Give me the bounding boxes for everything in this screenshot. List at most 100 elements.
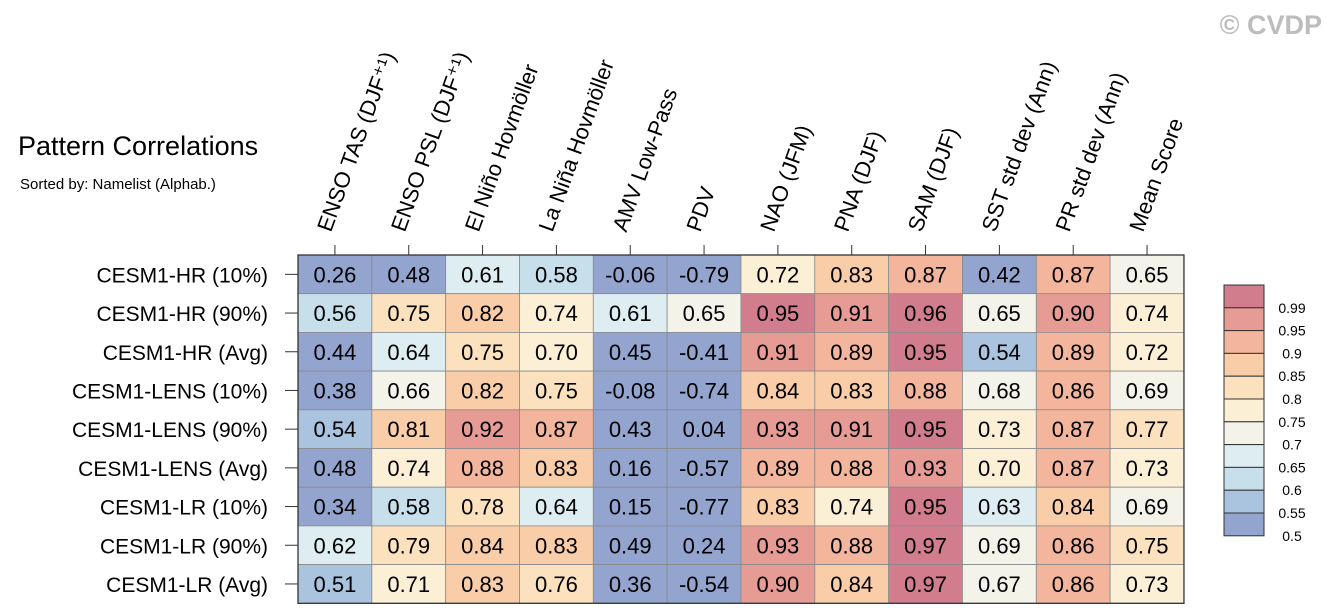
heatmap-cell (962, 564, 1037, 604)
colorbar-label: 0.9 (1282, 345, 1302, 361)
cell-value: 0.84 (461, 533, 504, 558)
cell-value: 0.64 (535, 495, 578, 520)
heatmap-cell (297, 486, 373, 527)
colorbar-swatch (1223, 512, 1265, 537)
cell-value: 0.38 (314, 378, 357, 403)
cell-value: 0.51 (314, 572, 357, 597)
cell-value: 0.78 (461, 495, 504, 520)
column-header: PNA (DJF) (829, 127, 888, 234)
heatmap-cell (297, 370, 373, 411)
cell-value: 0.90 (1052, 301, 1095, 326)
column-header: ENSO PSL (DJF⁺¹) (386, 48, 474, 234)
heatmap-cell (962, 486, 1037, 527)
cell-value: 0.74 (387, 456, 430, 481)
cell-value: 0.96 (904, 301, 947, 326)
cell-value: 0.82 (461, 301, 504, 326)
column-header: Mean Score (1124, 115, 1188, 235)
cell-value: 0.75 (387, 301, 430, 326)
heatmap-cell (740, 564, 816, 604)
heatmap-cell (814, 525, 890, 566)
cell-value: 0.04 (683, 417, 726, 442)
heatmap-cell (888, 486, 963, 527)
heatmap-cell (888, 525, 963, 566)
colorbar-swatch (1223, 330, 1265, 354)
cell-value: 0.48 (314, 456, 357, 481)
cell-value: 0.82 (461, 378, 504, 403)
heatmap-cell (888, 564, 963, 604)
cell-value: 0.49 (609, 533, 652, 558)
column-header: PDV (681, 183, 720, 234)
heatmap-cell (814, 409, 890, 449)
cell-value: 0.95 (756, 301, 799, 326)
row-label: CESM1-LENS (90%) (72, 419, 268, 442)
colorbar-swatch (1223, 444, 1265, 468)
cell-value: -0.06 (605, 262, 655, 287)
heatmap-cell (592, 331, 668, 372)
chart-subtitle: Sorted by: Namelist (Alphab.) (20, 176, 216, 193)
colorbar-label: 0.6 (1282, 482, 1302, 498)
cell-value: 0.72 (1126, 340, 1169, 365)
cell-value: 0.87 (1052, 417, 1095, 442)
cell-value: 0.74 (830, 495, 873, 520)
heatmap-cell (445, 525, 520, 566)
cell-value: 0.64 (387, 340, 430, 365)
cell-value: 0.69 (978, 533, 1021, 558)
cell-value: 0.44 (314, 340, 357, 365)
cell-value: 0.68 (978, 378, 1021, 403)
cell-value: 0.73 (978, 417, 1021, 442)
colorbar-swatch (1223, 398, 1265, 423)
cell-value: 0.90 (756, 572, 799, 597)
cell-value: 0.61 (461, 262, 504, 287)
cell-value: 0.93 (904, 456, 947, 481)
colorbar-label: 0.85 (1278, 368, 1305, 384)
heatmap-cell (519, 370, 594, 411)
heatmap-cell (740, 331, 816, 372)
cell-value: 0.69 (1126, 495, 1169, 520)
colorbar-swatch (1223, 421, 1265, 446)
heatmap-cell (962, 370, 1037, 411)
colorbar-swatch (1223, 284, 1265, 309)
heatmap-cell (297, 448, 373, 488)
cell-value: 0.83 (830, 378, 873, 403)
colorbar-swatch (1223, 375, 1265, 400)
heatmap-cell (666, 331, 742, 372)
heatmap-cell (740, 409, 816, 449)
heatmap-cell (1109, 370, 1185, 411)
heatmap-cell (1035, 331, 1111, 372)
heatmap-cell (371, 486, 447, 527)
colorbar-label: 0.65 (1278, 459, 1305, 475)
heatmap-cell (445, 564, 520, 604)
heatmap-cell (1035, 525, 1111, 566)
heatmap-cell (519, 448, 594, 488)
column-header: AMV Low-Pass (607, 85, 682, 235)
cell-value: 0.97 (904, 572, 947, 597)
cell-value: 0.88 (830, 533, 873, 558)
cell-value: 0.88 (904, 378, 947, 403)
heatmap-cell (888, 254, 963, 295)
heatmap-cell (297, 293, 373, 333)
cell-value: 0.36 (609, 572, 652, 597)
heatmap-cell (962, 448, 1037, 488)
cell-value: 0.67 (978, 572, 1021, 597)
cell-value: 0.26 (314, 262, 357, 287)
cell-value: -0.54 (679, 572, 729, 597)
cell-value: -0.79 (679, 262, 729, 287)
column-header: NAO (JFM) (755, 122, 817, 235)
row-label: CESM1-LR (Avg) (106, 574, 268, 597)
heatmap-cell (666, 293, 742, 333)
heatmap-cell (814, 370, 890, 411)
heatmap-cell (371, 409, 447, 449)
cell-value: 0.65 (683, 301, 726, 326)
heatmap-cell (1109, 564, 1185, 604)
cell-value: 0.73 (1126, 456, 1169, 481)
heatmap-cell (888, 370, 963, 411)
heatmap-cell (1035, 564, 1111, 604)
cell-value: 0.87 (1052, 262, 1095, 287)
heatmap-cell (371, 331, 447, 372)
cell-value: 0.54 (314, 417, 357, 442)
cell-value: 0.74 (1126, 301, 1169, 326)
cell-value: 0.42 (978, 262, 1021, 287)
heatmap-cell (445, 293, 520, 333)
cell-value: 0.75 (535, 378, 578, 403)
cell-value: -0.08 (605, 378, 655, 403)
